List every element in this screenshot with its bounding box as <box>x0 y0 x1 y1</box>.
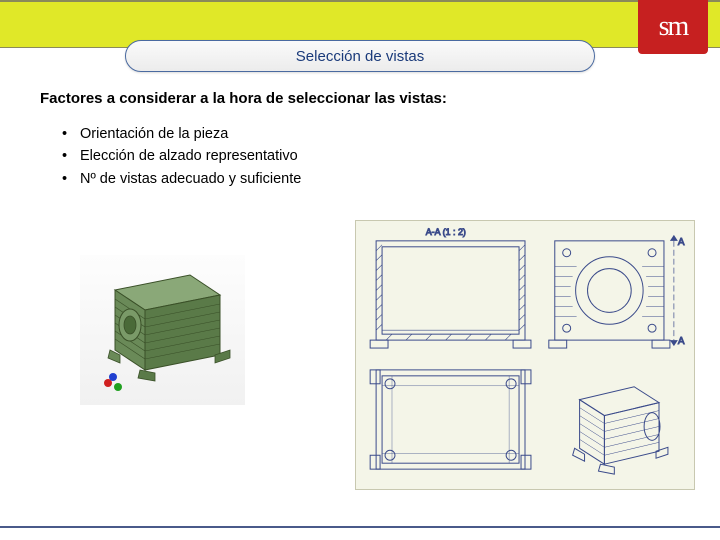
figures-area: A-A (1 : 2) <box>0 230 720 510</box>
slide-title: Selección de vistas <box>296 48 424 65</box>
list-item: Elección de alzado representativo <box>80 145 680 167</box>
section-label: A-A (1 : 2) <box>426 227 466 237</box>
technical-drawing-svg: A-A (1 : 2) <box>356 221 694 489</box>
slide-title-bar: Selección de vistas <box>125 40 595 72</box>
footer-separator <box>0 526 720 528</box>
brand-logo-text: sm <box>659 11 688 43</box>
svg-text:A: A <box>678 336 685 347</box>
list-item: Orientación de la pieza <box>80 123 680 145</box>
bullet-list: Orientación de la pieza Elección de alza… <box>80 123 680 190</box>
isometric-svg <box>80 255 245 405</box>
svg-text:A: A <box>678 237 685 248</box>
technical-drawing-panel: A-A (1 : 2) <box>355 220 695 490</box>
brand-logo: sm <box>638 0 708 54</box>
list-item: Nº de vistas adecuado y suficiente <box>80 168 680 190</box>
content-heading: Factores a considerar a la hora de selec… <box>40 90 680 107</box>
isometric-render <box>80 255 245 405</box>
content-area: Factores a considerar a la hora de selec… <box>40 90 680 190</box>
